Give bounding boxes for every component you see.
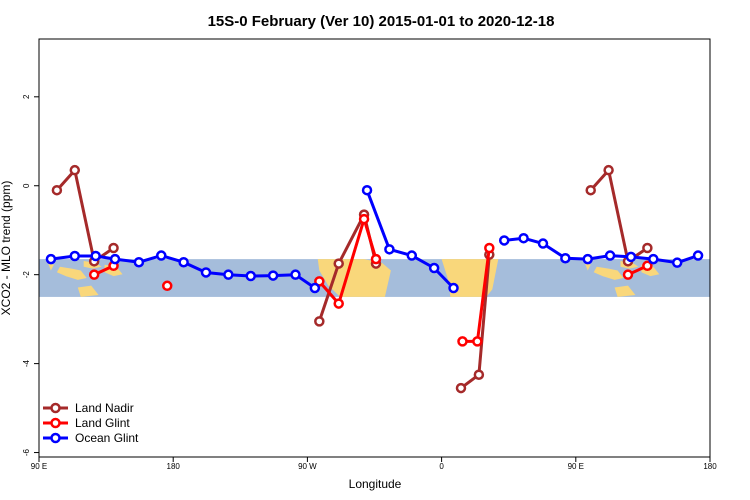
data-point xyxy=(473,369,485,380)
data-point xyxy=(448,282,459,294)
data-point xyxy=(406,250,418,261)
data-point xyxy=(314,316,325,327)
y-tick-label: -2 xyxy=(22,271,31,279)
x-tick-label: 180 xyxy=(167,462,181,471)
x-tick-label: 90 W xyxy=(298,462,317,471)
data-point xyxy=(108,242,119,254)
data-point xyxy=(45,253,57,265)
x-tick-label: 90 E xyxy=(568,462,584,471)
data-point xyxy=(484,242,495,254)
series-line xyxy=(589,168,649,263)
x-axis: 90 E 180 90 W 0 90 E 180 xyxy=(31,457,717,471)
data-point xyxy=(178,256,189,268)
land-mass xyxy=(614,285,636,297)
y-tick-label: 0 xyxy=(22,183,31,188)
data-point xyxy=(370,253,382,265)
y-tick-label: -6 xyxy=(22,448,31,456)
data-point xyxy=(582,253,593,265)
data-point xyxy=(537,238,549,249)
land-mass xyxy=(584,262,591,271)
data-point xyxy=(457,336,468,347)
data-point xyxy=(560,252,571,264)
data-point xyxy=(384,244,395,255)
data-point xyxy=(109,253,121,265)
data-point xyxy=(267,270,279,281)
legend-label: Land Glint xyxy=(75,416,130,430)
series-line xyxy=(504,236,699,265)
legend-item: Ocean Glint xyxy=(43,431,139,445)
legend-label: Land Nadir xyxy=(75,401,134,415)
y-axis-label: XCO2 - MLO trend (ppm) xyxy=(0,181,13,316)
x-tick-label: 180 xyxy=(703,462,717,471)
legend-label: Ocean Glint xyxy=(75,431,139,445)
data-point xyxy=(223,269,234,280)
data-point xyxy=(455,382,467,394)
data-point xyxy=(518,232,529,244)
y-tick-label: 2 xyxy=(22,94,31,99)
data-point xyxy=(585,184,596,196)
data-point xyxy=(290,269,301,280)
data-point xyxy=(642,242,653,254)
land-mass xyxy=(77,285,99,297)
legend-swatch-marker xyxy=(50,402,61,414)
data-point xyxy=(88,269,100,280)
data-point xyxy=(69,164,81,176)
data-point xyxy=(309,282,321,294)
data-point xyxy=(671,257,683,268)
legend-item: Land Glint xyxy=(43,416,130,430)
legend-swatch-marker xyxy=(50,432,61,444)
data-point xyxy=(603,164,614,176)
x-axis-label: Longitude xyxy=(349,477,402,491)
data-point xyxy=(428,262,440,274)
data-point xyxy=(200,267,212,278)
series-land-glint xyxy=(88,213,653,347)
plot-frame xyxy=(38,38,711,458)
data-point xyxy=(90,250,101,262)
legend-swatch-marker xyxy=(50,417,61,429)
data-point xyxy=(333,298,344,309)
series-group xyxy=(45,164,704,394)
series-ocean-glint xyxy=(45,184,704,294)
data-point xyxy=(692,250,704,261)
data-point xyxy=(245,270,256,282)
series-line xyxy=(55,168,115,263)
data-point xyxy=(333,258,344,269)
data-point xyxy=(648,253,659,265)
legend-item: Land Nadir xyxy=(43,401,134,415)
x-tick-label: 90 E xyxy=(31,462,47,471)
series-line xyxy=(318,217,378,306)
y-tick-label: -4 xyxy=(22,360,31,368)
data-point xyxy=(498,235,510,246)
x-tick-label: 0 xyxy=(439,462,444,471)
data-point xyxy=(642,260,653,272)
data-point xyxy=(51,184,63,196)
data-point xyxy=(622,269,634,280)
data-point xyxy=(69,250,81,262)
data-point xyxy=(604,250,616,261)
land-mass xyxy=(593,266,624,280)
land-mass xyxy=(47,262,54,271)
y-axis: 2 0 -2 -4 -6 xyxy=(22,94,39,456)
data-point xyxy=(361,184,373,196)
data-point xyxy=(161,280,173,292)
data-point xyxy=(156,250,167,261)
data-point xyxy=(472,336,483,347)
data-point xyxy=(133,256,145,268)
land-mass xyxy=(56,266,87,280)
data-point xyxy=(625,251,637,263)
data-point xyxy=(358,213,370,225)
chart-title: 15S-0 February (Ver 10) 2015-01-01 to 20… xyxy=(208,13,555,30)
